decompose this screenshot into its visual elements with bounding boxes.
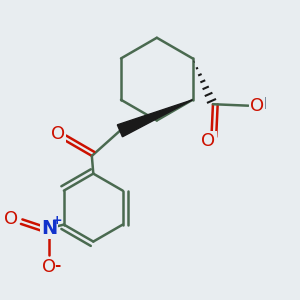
Text: O: O bbox=[42, 258, 56, 276]
Text: O: O bbox=[202, 132, 216, 150]
Text: O: O bbox=[250, 97, 264, 115]
Text: H: H bbox=[256, 97, 267, 112]
Text: N: N bbox=[41, 219, 57, 238]
Text: O: O bbox=[4, 210, 18, 228]
Text: +: + bbox=[52, 214, 63, 227]
Polygon shape bbox=[117, 100, 193, 137]
Text: O: O bbox=[51, 125, 65, 143]
Text: -: - bbox=[54, 258, 61, 273]
